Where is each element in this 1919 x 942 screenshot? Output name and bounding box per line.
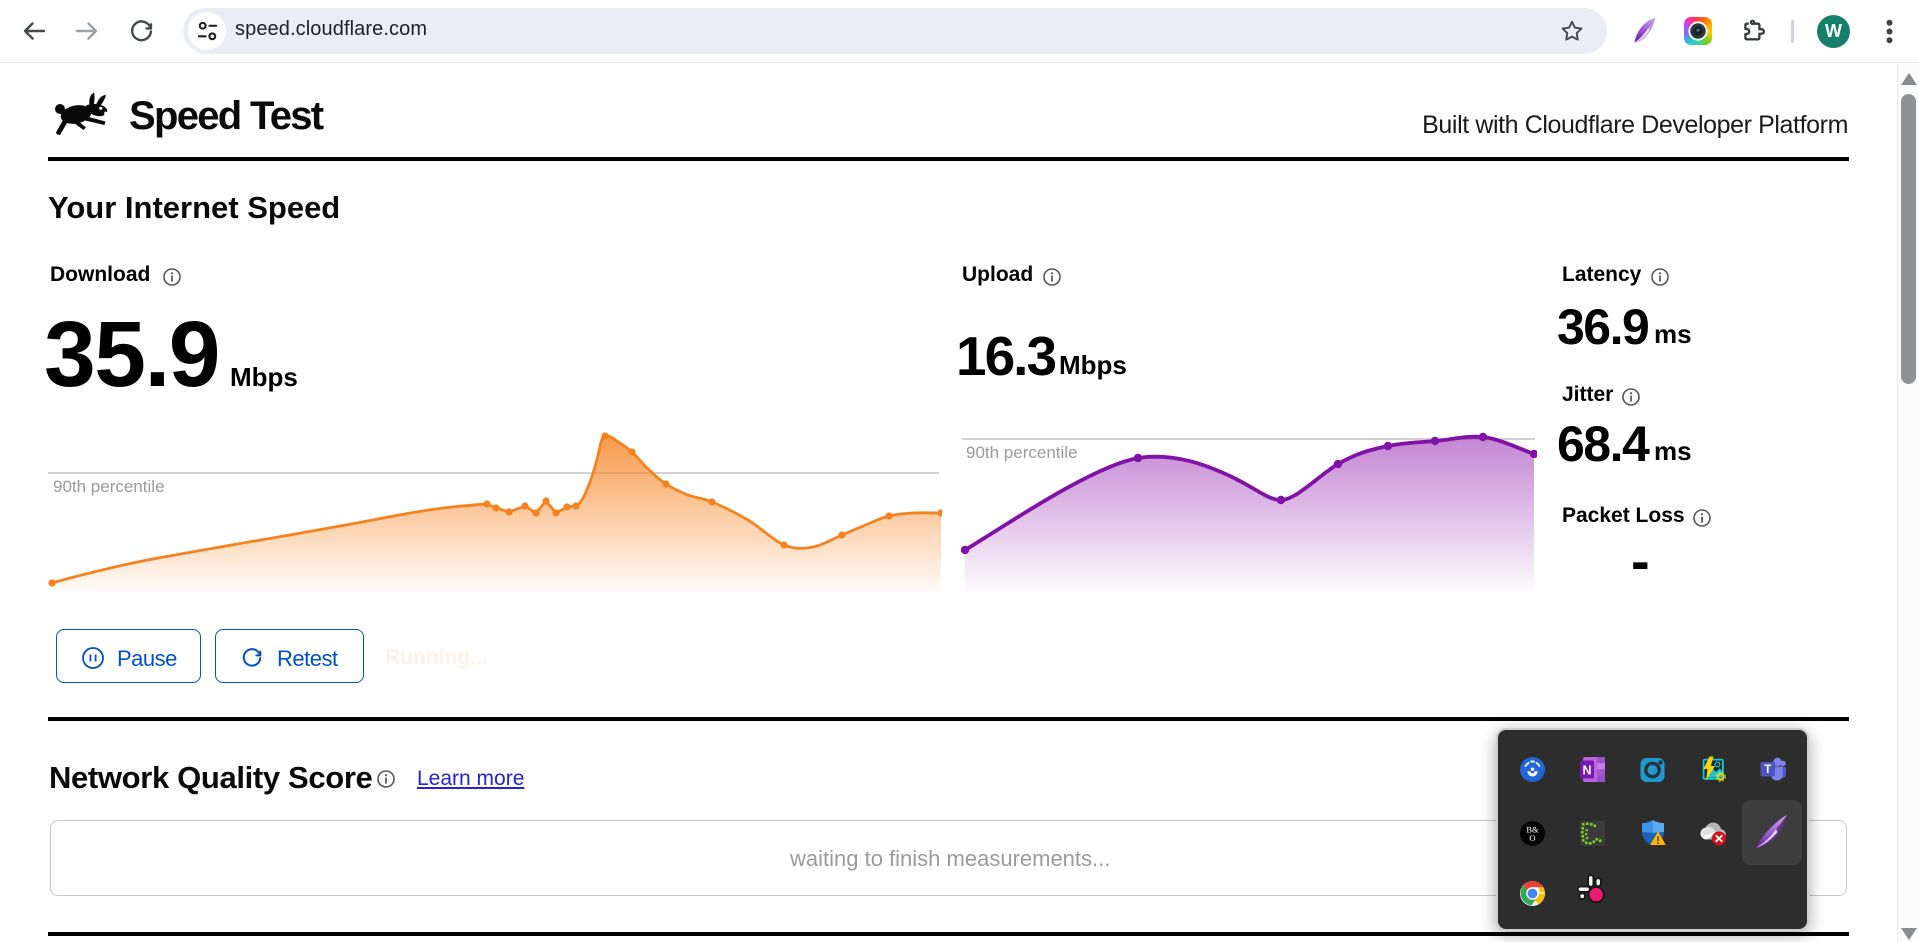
svg-text:B&: B& [1526, 825, 1539, 835]
svg-text:O: O [1529, 833, 1535, 843]
svg-text:T: T [1764, 764, 1771, 776]
svg-text:N: N [1582, 764, 1591, 778]
